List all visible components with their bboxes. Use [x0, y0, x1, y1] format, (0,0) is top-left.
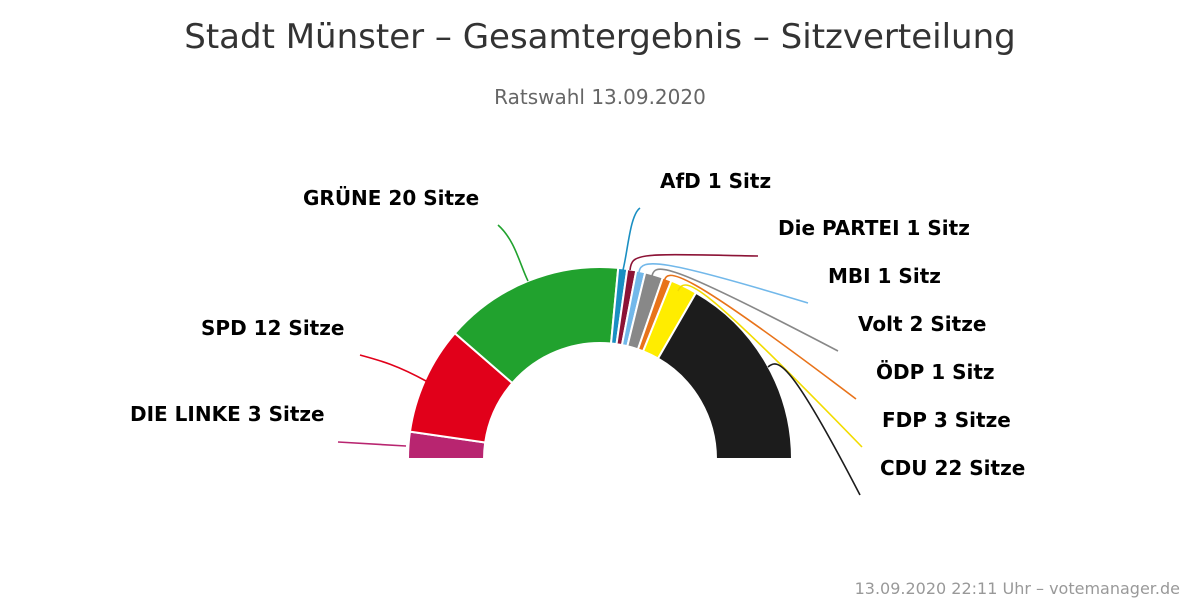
connector-die-partei — [629, 253, 759, 271]
connector-fdp — [677, 284, 863, 448]
data-label-fdp: FDP 3 Sitze — [882, 408, 1011, 432]
labels-group: DIE LINKE 3 Sitze SPD 12 Sitze GRÜNE 20 Si… — [130, 169, 1025, 480]
data-label-volt: Volt 2 Sitze — [858, 312, 986, 336]
data-label-gruene: GRÜNE 20 Sitze — [303, 186, 479, 210]
data-label-oedp: ÖDP 1 Sitz — [876, 360, 995, 384]
connector-volt — [651, 268, 839, 352]
chart-credit: 13.09.2020 22:11 Uhr – votemanager.de — [855, 579, 1180, 598]
connectors-group — [337, 207, 863, 496]
data-label-cdu: CDU 22 Sitze — [880, 456, 1025, 480]
slice-cdu[interactable] — [656, 291, 794, 460]
data-label-afd: AfD 1 Sitz — [660, 169, 771, 193]
data-label-spd: SPD 12 Sitze — [201, 316, 344, 340]
connector-cdu — [767, 363, 861, 496]
chart-title: Stadt Münster – Gesamtergebnis – Sitzver… — [184, 17, 1015, 57]
chart-subtitle: Ratswahl 13.09.2020 — [494, 85, 706, 109]
connector-spd — [359, 354, 427, 382]
connector-oedp — [663, 274, 857, 400]
connector-afd — [622, 207, 641, 271]
connector-mbi — [638, 262, 809, 304]
connector-gruene — [497, 224, 529, 282]
connector-die-linke — [337, 441, 407, 447]
slices-group — [406, 266, 794, 460]
data-label-die-linke: DIE LINKE 3 Sitze — [130, 402, 325, 426]
data-label-mbi: MBI 1 Sitz — [828, 264, 941, 288]
data-label-die-partei: Die PARTEI 1 Sitz — [778, 216, 970, 240]
